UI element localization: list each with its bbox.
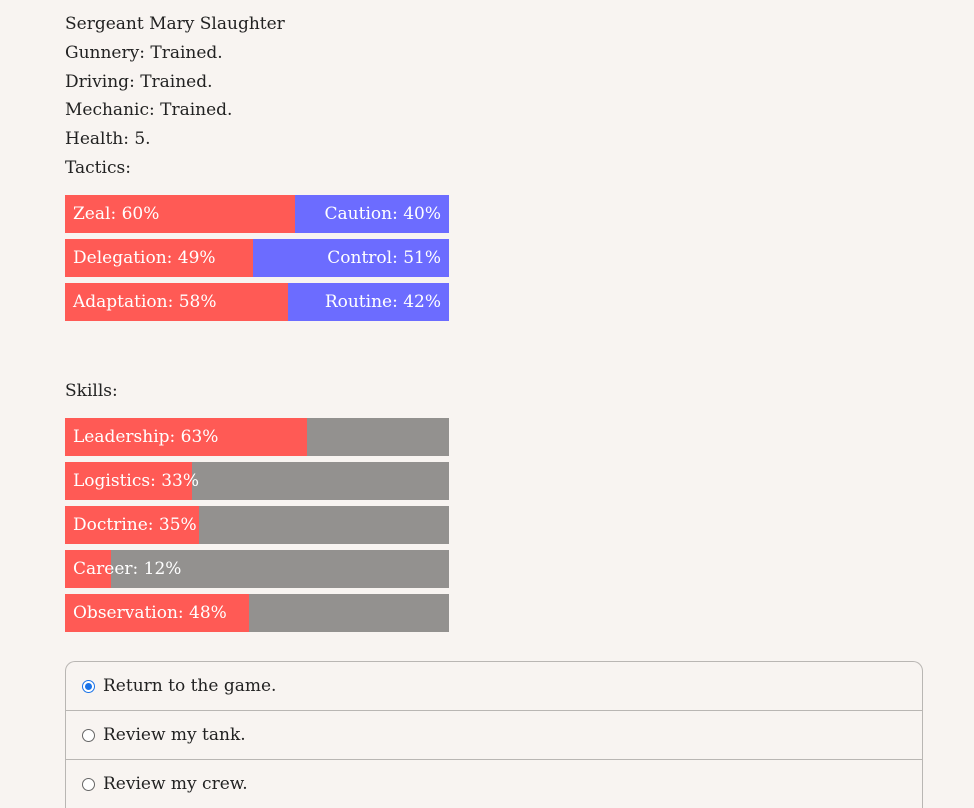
skill-bar-fill (65, 549, 112, 588)
tactic-bar-fill (65, 238, 254, 277)
skill-bar-doctrine: Doctrine: 35% (65, 505, 449, 544)
skill-bar-leadership: Leadership: 63% (65, 417, 449, 456)
radio-button[interactable] (82, 728, 95, 742)
health-stat: Health: 5. (65, 129, 151, 150)
tactic-left-label: Adaptation: 58% (73, 291, 217, 312)
tactic-bar-adaptation: Adaptation: 58% Routine: 42% (65, 282, 449, 321)
choice-label: Review my tank. (103, 725, 246, 745)
choice-list: Return to the game. Review my tank. Revi… (65, 661, 923, 808)
character-sheet: Sergeant Mary Slaughter Gunnery: Trained… (65, 10, 923, 638)
skill-label: Logistics: 33% (73, 470, 199, 491)
skill-label: Career: 12% (73, 558, 182, 579)
skill-bar-career: Career: 12% (65, 549, 449, 588)
skill-bar-fill (65, 417, 307, 456)
tactic-bar-fill (65, 194, 296, 233)
skill-bar-observation: Observation: 48% (65, 593, 449, 632)
skill-bar-fill (65, 505, 200, 544)
skills-heading: Skills: (65, 380, 118, 401)
choice-label: Return to the game. (103, 676, 277, 696)
choice-review-crew[interactable]: Review my crew. (66, 760, 922, 808)
skill-label: Observation: 48% (73, 602, 227, 623)
tactics-bars: Zeal: 60% Caution: 40% Delegation: 49% C… (65, 194, 449, 321)
tactic-bar-zeal: Zeal: 60% Caution: 40% (65, 194, 449, 233)
choice-label: Review my crew. (103, 774, 248, 794)
skill-bar-fill (65, 593, 250, 632)
skill-bar-logistics: Logistics: 33% (65, 461, 449, 500)
driving-stat: Driving: Trained. (65, 71, 213, 92)
skill-bar-fill (65, 461, 192, 500)
skill-label: Leadership: 63% (73, 426, 219, 447)
gunnery-stat: Gunnery: Trained. (65, 42, 223, 63)
tactic-right-label: Routine: 42% (324, 291, 441, 312)
mechanic-stat: Mechanic: Trained. (65, 100, 233, 121)
tactic-bar-fill (65, 282, 288, 321)
choice-review-tank[interactable]: Review my tank. (66, 711, 922, 760)
tactic-left-label: Zeal: 60% (73, 203, 160, 224)
tactic-left-label: Delegation: 49% (73, 247, 216, 268)
radio-button[interactable] (82, 679, 95, 693)
tactic-right-label: Control: 51% (327, 247, 441, 268)
skill-label: Doctrine: 35% (73, 514, 197, 535)
character-name: Sergeant Mary Slaughter (65, 14, 285, 34)
choice-return-to-game[interactable]: Return to the game. (66, 662, 922, 711)
radio-button[interactable] (82, 777, 95, 791)
skills-bars: Leadership: 63% Logistics: 33% Doctrine:… (65, 417, 449, 632)
tactic-right-label: Caution: 40% (324, 203, 441, 224)
tactics-heading: Tactics: (65, 157, 131, 178)
tactic-bar-delegation: Delegation: 49% Control: 51% (65, 238, 449, 277)
